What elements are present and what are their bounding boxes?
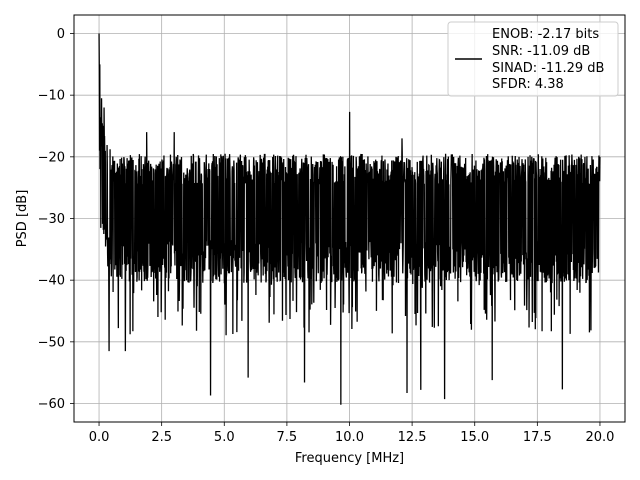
x-tick-label: 15.0: [460, 430, 489, 445]
x-tick-label: 17.5: [523, 430, 552, 445]
y-tick-label: −40: [38, 274, 65, 289]
x-axis-ticks: 0.0 2.5 5.0 7.5 10.0 12.5 15.0 17.5 20.0: [89, 422, 614, 445]
legend-sfdr: SFDR: 4.38: [492, 77, 564, 92]
legend: ENOB: -2.17 bits SNR: -11.09 dB SINAD: -…: [447, 21, 619, 97]
y-tick-label: −60: [38, 397, 65, 412]
psd-trace: [98, 33, 601, 405]
legend-enob: ENOB: -2.17 bits: [492, 27, 599, 42]
psd-line: [98, 33, 601, 405]
x-tick-label: 7.5: [277, 430, 298, 445]
y-tick-label: −50: [38, 335, 65, 350]
legend-snr: SNR: -11.09 dB: [492, 44, 590, 59]
y-axis-ticks: 0 −10 −20 −30 −40 −50 −60: [38, 27, 74, 412]
x-tick-label: 5.0: [214, 430, 235, 445]
y-axis-label: PSD [dB]: [15, 190, 30, 248]
x-tick-label: 0.0: [89, 430, 110, 445]
x-tick-label: 10.0: [335, 430, 364, 445]
x-tick-label: 12.5: [398, 430, 427, 445]
x-axis-label: Frequency [MHz]: [295, 451, 404, 466]
y-tick-label: −20: [38, 150, 65, 165]
y-tick-label: 0: [57, 27, 65, 42]
legend-sinad: SINAD: -11.29 dB: [492, 61, 604, 76]
x-tick-label: 2.5: [151, 430, 172, 445]
y-tick-label: −30: [38, 212, 65, 227]
x-tick-label: 20.0: [585, 430, 614, 445]
legend-box: [447, 21, 619, 97]
y-tick-label: −10: [38, 89, 65, 104]
